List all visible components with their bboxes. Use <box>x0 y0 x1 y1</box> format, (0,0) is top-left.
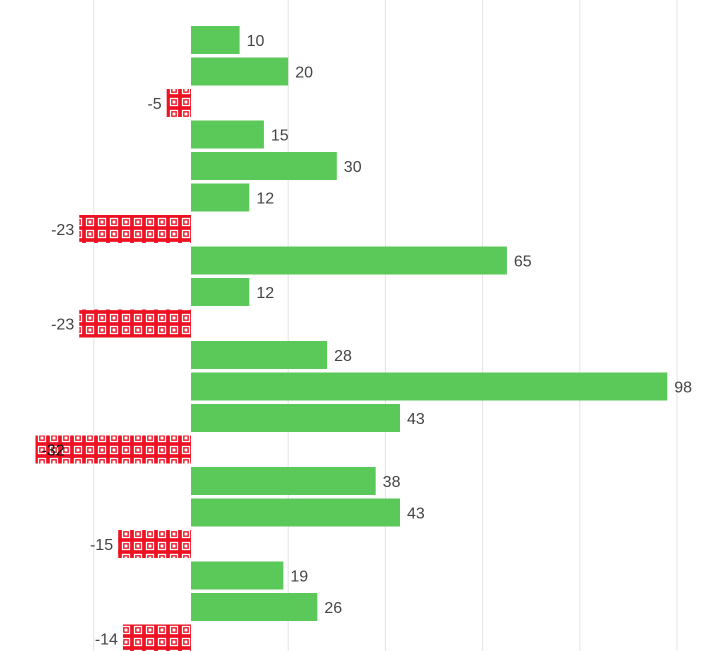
data-label: 43 <box>407 411 425 428</box>
data-label: 98 <box>674 380 692 397</box>
bar-negative <box>166 89 191 117</box>
data-label: -5 <box>147 96 161 113</box>
bar-positive <box>191 561 284 590</box>
bar-positive <box>191 341 328 369</box>
bar-negative <box>35 435 192 464</box>
bar-negative <box>79 309 191 338</box>
bar-positive <box>191 26 240 54</box>
bar-negative <box>79 215 191 243</box>
bar-positive <box>191 246 507 275</box>
bar-positive <box>191 372 668 401</box>
bar-positive <box>191 183 250 212</box>
data-label: 30 <box>344 159 362 176</box>
bar-negative <box>118 530 191 558</box>
data-label: 12 <box>256 285 274 302</box>
bar-positive <box>191 152 337 180</box>
data-label: 65 <box>514 254 532 271</box>
data-label: 20 <box>295 65 313 82</box>
bar-positive <box>191 57 289 86</box>
data-label: 28 <box>334 348 352 365</box>
bar-positive <box>191 498 400 527</box>
data-label: -14 <box>95 632 118 649</box>
bar-negative <box>122 624 191 651</box>
value-labels: 10 20 -5 15 30 12 -23 65 12 -23 28 98 43 -32 38 43 -15 19… <box>41 33 692 649</box>
data-label: 43 <box>407 506 425 523</box>
data-label: -23 <box>51 222 74 239</box>
bar-positive <box>191 404 400 432</box>
bars <box>35 26 668 651</box>
bar-positive <box>191 278 250 306</box>
data-label: -23 <box>51 317 74 334</box>
data-label: 38 <box>383 474 401 491</box>
data-label: 26 <box>324 600 342 617</box>
bar-positive <box>191 467 376 495</box>
data-label: 12 <box>256 191 274 208</box>
gridlines <box>93 0 678 651</box>
data-label: 15 <box>271 128 289 145</box>
bar-positive <box>191 120 264 149</box>
bar-positive <box>191 593 318 621</box>
data-label: -32 <box>41 443 64 460</box>
data-label: 10 <box>247 33 265 50</box>
data-label: 19 <box>290 569 308 586</box>
data-label: -15 <box>90 537 113 554</box>
